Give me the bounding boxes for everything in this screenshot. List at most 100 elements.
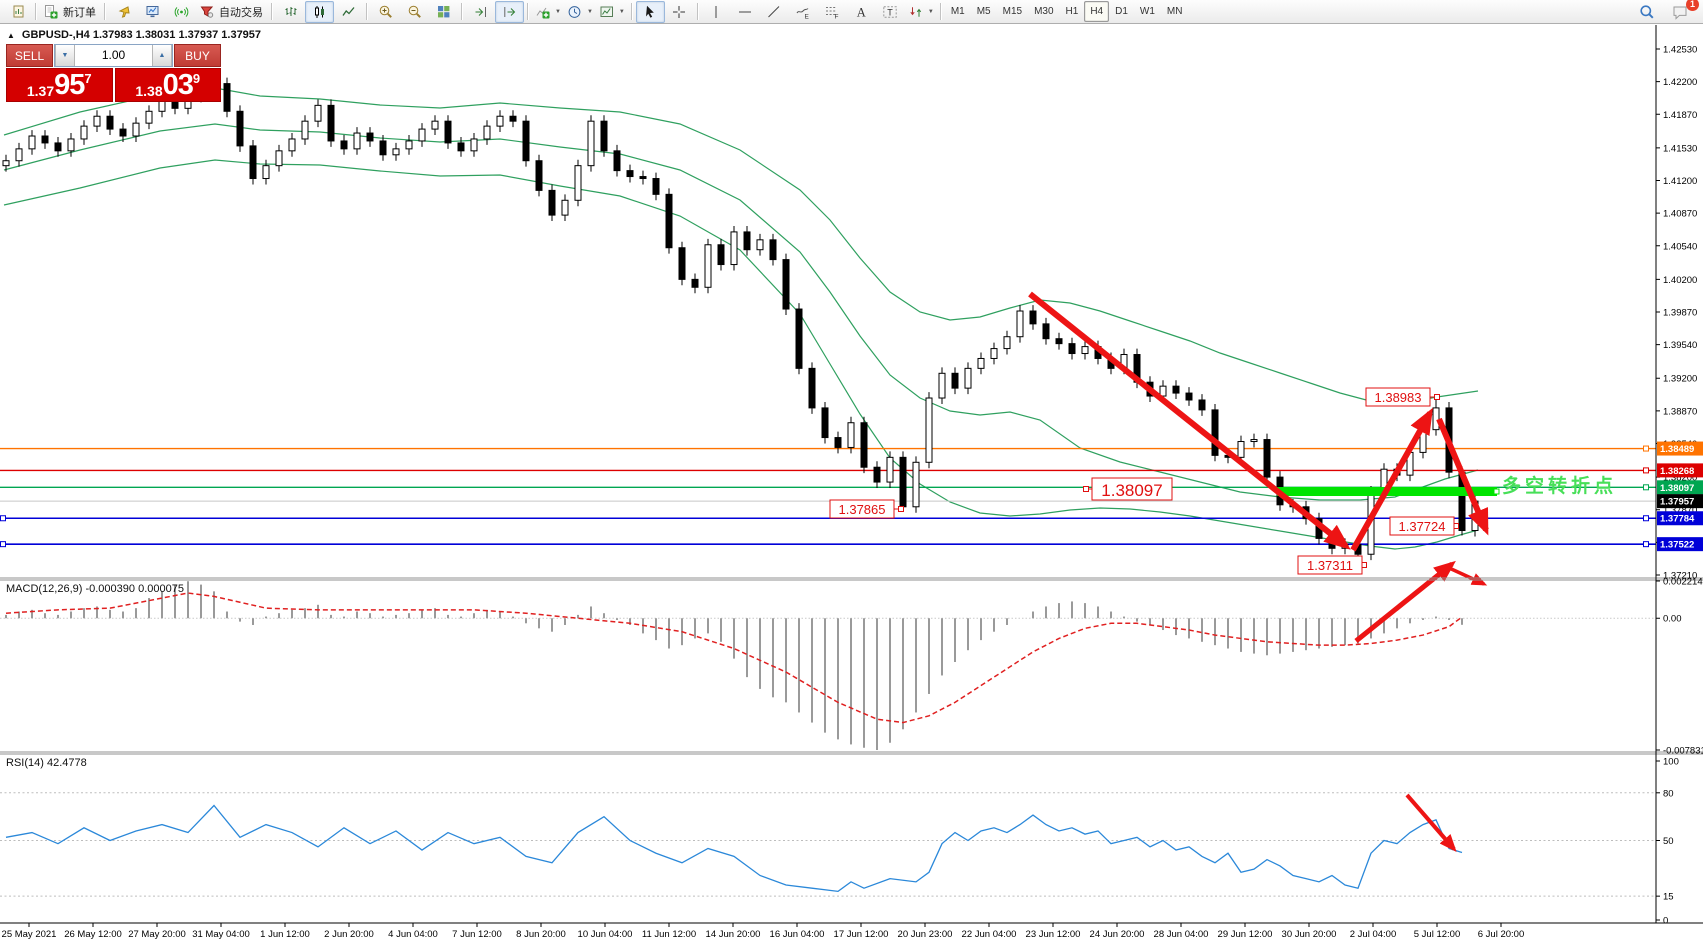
new-order-button-label: 新订单 bbox=[63, 6, 96, 19]
candlestick-chart-button[interactable] bbox=[305, 0, 334, 23]
time-label: 2 Jun 20:00 bbox=[324, 929, 374, 940]
trend-arrow[interactable] bbox=[1446, 565, 1488, 586]
price-annotation-text: 1.38097 bbox=[1101, 481, 1162, 500]
auto-scroll-button[interactable] bbox=[466, 1, 495, 23]
line-handle[interactable] bbox=[1643, 484, 1649, 491]
turning-point-note[interactable]: 多空转折点 bbox=[1502, 474, 1617, 497]
indicators-add-glyph bbox=[536, 7, 550, 18]
sell-button[interactable]: SELL bbox=[6, 44, 53, 67]
line-handle[interactable] bbox=[0, 541, 6, 548]
chart-canvas[interactable]: 1.389831.380971.378651.377241.37311多空转折点… bbox=[0, 24, 1703, 946]
arrows-tool[interactable]: ▼ bbox=[905, 1, 937, 23]
zoom-out-button[interactable] bbox=[400, 1, 429, 23]
templates-button[interactable]: ▼ bbox=[596, 1, 628, 23]
price-annotation-box[interactable] bbox=[1365, 387, 1431, 407]
timeframe-m30-button[interactable]: M30 bbox=[1034, 6, 1054, 17]
pointer-tool-button[interactable] bbox=[635, 0, 665, 23]
svg-text:100: 100 bbox=[1663, 757, 1679, 768]
top-toolbar: 新订单 自动交易 ▼ ▼ ▼ E F A T ▼ M1 M5 M15 M30 H1 H4 D1 W1 MN 1 bbox=[0, 0, 1703, 24]
line-handle[interactable] bbox=[1643, 541, 1649, 548]
channel-glyph: E bbox=[796, 7, 810, 20]
chevron-down-icon[interactable]: ▼ bbox=[927, 8, 934, 15]
price-annotation-box[interactable] bbox=[1389, 516, 1455, 536]
zoom-in-button[interactable] bbox=[371, 1, 400, 23]
time-scale[interactable]: 25 May 2021 26 May 12:00 27 May 20:00 31 Ma… bbox=[2, 923, 1525, 940]
collapse-triangle-icon[interactable]: ▲ bbox=[7, 30, 15, 40]
timeframe-m1-button[interactable]: M1 bbox=[950, 6, 965, 17]
band-handle[interactable] bbox=[1493, 488, 1500, 495]
text-tool[interactable]: A bbox=[847, 1, 876, 23]
charts-icon[interactable] bbox=[3, 1, 32, 23]
fibo-glyph: F bbox=[826, 6, 839, 20]
bar-chart-button[interactable] bbox=[276, 1, 305, 23]
line-handle[interactable] bbox=[1643, 467, 1649, 474]
price-annotation-box[interactable] bbox=[829, 499, 895, 519]
trendline-tool[interactable] bbox=[760, 1, 789, 23]
toolbar-separator bbox=[35, 3, 37, 20]
timeframe-h1-button[interactable]: H1 bbox=[1065, 6, 1079, 17]
volume-decrease-button[interactable]: ▼ bbox=[55, 45, 75, 66]
candlesticks bbox=[2, 77, 1479, 566]
timeframe-h4-button[interactable]: H4 bbox=[1084, 1, 1110, 22]
bollinger-mid bbox=[3, 123, 1479, 501]
timeframe-m5-button[interactable]: M5 bbox=[976, 6, 991, 17]
time-label: 8 Jun 20:00 bbox=[516, 929, 566, 940]
equidistant-channel-tool[interactable]: E bbox=[789, 1, 818, 23]
svg-text:1.38870: 1.38870 bbox=[1663, 406, 1697, 417]
toolbar-separator bbox=[527, 3, 529, 20]
sell-price[interactable]: 1.37 95 7 bbox=[6, 68, 113, 102]
timeframe-w1-button[interactable]: W1 bbox=[1139, 6, 1155, 17]
cursor-tool-icon[interactable] bbox=[109, 1, 138, 23]
svg-text:1.42530: 1.42530 bbox=[1663, 45, 1697, 56]
chart-shift-button[interactable] bbox=[495, 0, 524, 23]
trend-arrow[interactable] bbox=[1436, 417, 1489, 536]
volume-increase-button[interactable]: ▲ bbox=[152, 45, 172, 66]
horizontal-line-tool[interactable] bbox=[731, 1, 760, 23]
timeframe-m15-button[interactable]: M15 bbox=[1002, 6, 1023, 17]
timeframe-mn-button[interactable]: MN bbox=[1166, 6, 1183, 17]
new-order-button[interactable]: 新订单 bbox=[40, 1, 101, 23]
buy-price[interactable]: 1.38 03 9 bbox=[114, 68, 221, 102]
toolbar-right-icons: 1 bbox=[1632, 0, 1700, 23]
periods-button[interactable]: ▼ bbox=[564, 1, 596, 23]
line-chart-button[interactable] bbox=[334, 1, 363, 23]
time-label: 28 Jun 04:00 bbox=[1154, 929, 1209, 940]
line-handle[interactable] bbox=[1643, 445, 1649, 452]
chat-glyph bbox=[1673, 6, 1686, 20]
buy-button[interactable]: BUY bbox=[174, 44, 221, 67]
bollinger-upper bbox=[3, 87, 1479, 406]
bollinger-bands bbox=[3, 87, 1479, 550]
time-label: 23 Jun 12:00 bbox=[1026, 929, 1081, 940]
price-annotation-box[interactable] bbox=[1091, 477, 1173, 501]
trend-arrow[interactable] bbox=[1405, 793, 1457, 853]
rsi-line bbox=[5, 804, 1463, 893]
price-scale[interactable]: 1.42530 1.42200 1.41870 1.41530 1.41200 1.408… bbox=[1656, 45, 1703, 927]
chevron-down-icon[interactable]: ▼ bbox=[618, 8, 625, 15]
search-icon[interactable] bbox=[1632, 1, 1661, 23]
trend-arrow[interactable] bbox=[1028, 291, 1351, 550]
auto-trading-button[interactable]: 自动交易 bbox=[196, 1, 268, 23]
tile-windows-button[interactable] bbox=[429, 1, 458, 23]
signals-icon[interactable] bbox=[167, 1, 196, 23]
market-watch-icon[interactable] bbox=[138, 1, 167, 23]
rsi-indicator-label: RSI(14) 42.4778 bbox=[6, 757, 87, 769]
toolbar-separator bbox=[939, 3, 942, 20]
trend-arrow[interactable] bbox=[1350, 407, 1433, 552]
trend-arrow[interactable] bbox=[1354, 560, 1456, 643]
notifications-icon[interactable]: 1 bbox=[1665, 0, 1699, 23]
chevron-down-icon[interactable]: ▼ bbox=[586, 8, 593, 15]
volume-input[interactable]: 1.00 bbox=[101, 48, 126, 62]
text-label-tool[interactable]: T bbox=[876, 1, 905, 23]
fibonacci-tool[interactable]: F bbox=[818, 1, 847, 23]
crosshair-tool-button[interactable] bbox=[665, 1, 694, 23]
auto-scroll-glyph bbox=[475, 6, 486, 17]
line-handle[interactable] bbox=[1643, 515, 1649, 522]
timeframe-d1-button[interactable]: D1 bbox=[1115, 6, 1128, 17]
vertical-line-tool[interactable] bbox=[702, 1, 731, 23]
notification-badge: 1 bbox=[1686, 0, 1699, 11]
chevron-down-icon[interactable]: ▼ bbox=[555, 8, 561, 15]
svg-text:80: 80 bbox=[1663, 788, 1674, 799]
indicators-button[interactable]: ▼ bbox=[532, 1, 564, 23]
line-handle[interactable] bbox=[0, 515, 6, 522]
price-annotation-box[interactable] bbox=[1297, 555, 1363, 575]
